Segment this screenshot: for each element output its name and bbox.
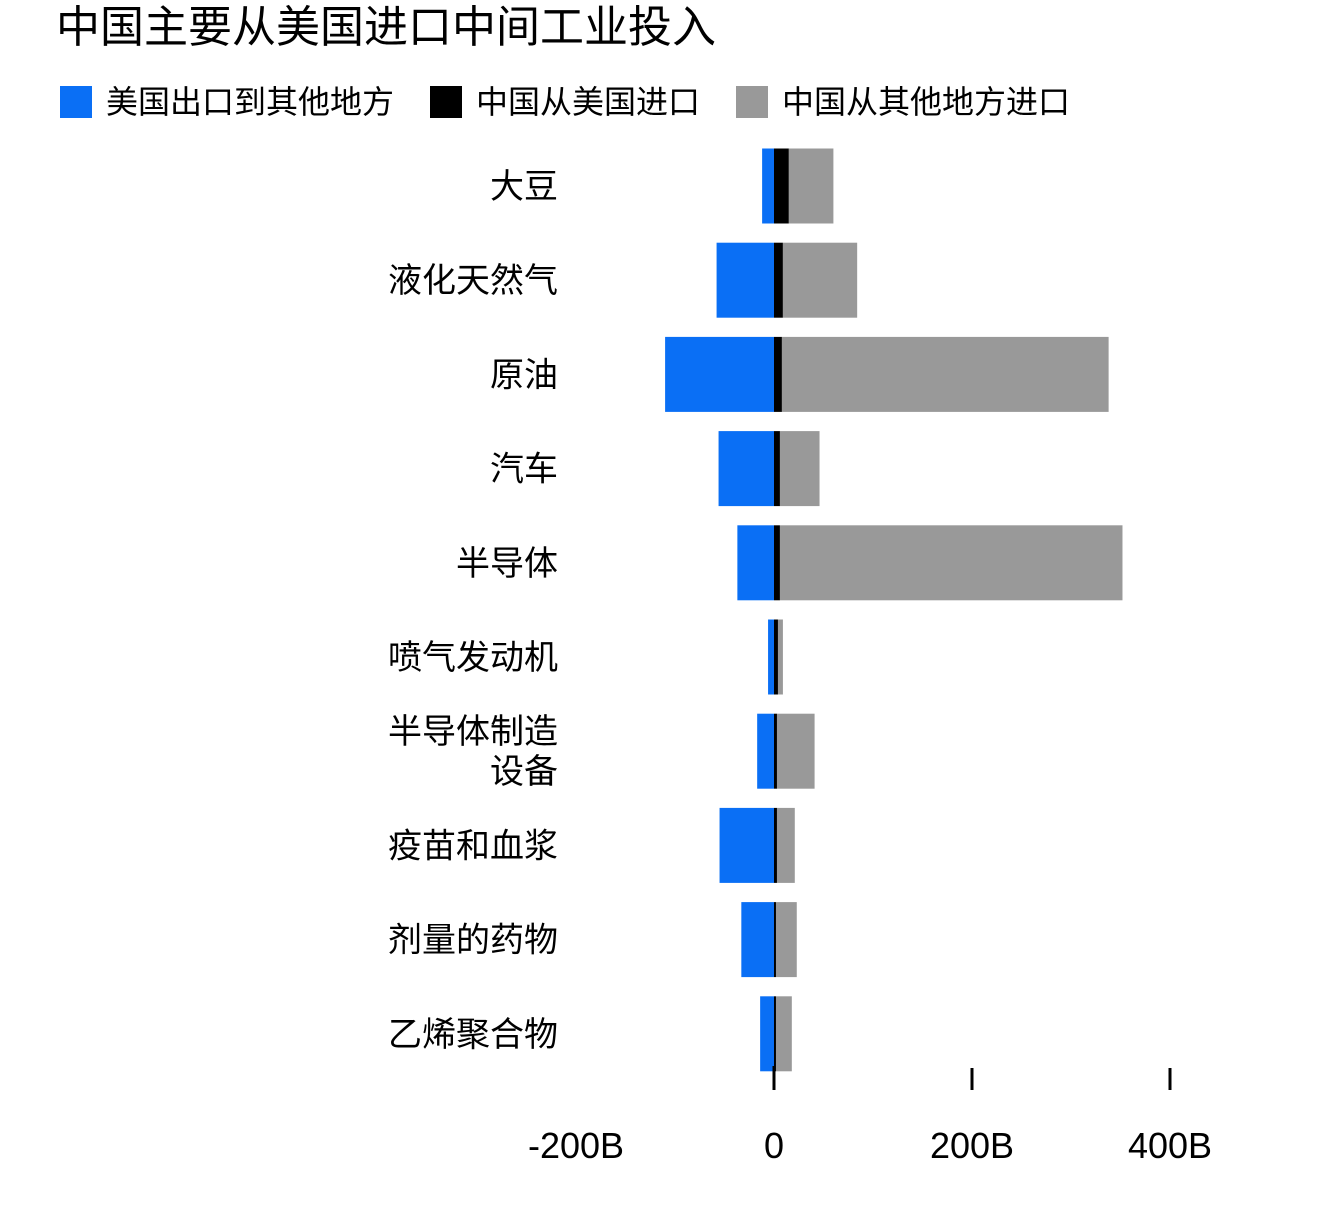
category-label-8: 剂量的药物 — [388, 921, 558, 961]
category-label-0: 大豆 — [490, 167, 558, 207]
bar-us-exports-elsewhere-7 — [719, 807, 774, 883]
category-label-line: 半导体制造 — [388, 712, 558, 752]
category-label-1: 液化天然气 — [388, 261, 558, 301]
bar-china-imports-from-us-6 — [774, 713, 777, 789]
bar-china-imports-from-us-5 — [774, 619, 778, 695]
legend-item-china-imports-elsewhere: 中国从其他地方进口 — [736, 82, 1070, 122]
category-label-line: 疫苗和血浆 — [388, 826, 558, 866]
legend-label-china-imports-from-us: 中国从美国进口 — [476, 83, 701, 121]
bar-china-imports-from-us-9 — [774, 996, 776, 1072]
x-tick-label: 200B — [930, 1125, 1014, 1166]
category-label-2: 原油 — [490, 355, 558, 395]
category-label-line: 喷气发动机 — [388, 638, 558, 678]
bar-china-imports-from-us-4 — [774, 525, 780, 601]
chart-title: 中国主要从美国进口中间工业投入 — [56, 2, 716, 53]
legend-swatch-china-imports-elsewhere — [736, 86, 769, 118]
category-label-7: 疫苗和血浆 — [388, 826, 558, 866]
x-tick-label: 400B — [1128, 1125, 1212, 1166]
legend-label-china-imports-elsewhere: 中国从其他地方进口 — [782, 83, 1071, 121]
category-label-3: 汽车 — [490, 450, 558, 490]
bar-china-imports-from-us-2 — [774, 336, 782, 412]
bar-us-exports-elsewhere-1 — [716, 242, 774, 318]
legend: 美国出口到其他地方 中国从美国进口 中国从其他地方进口 — [60, 80, 1106, 124]
bar-us-exports-elsewhere-8 — [741, 902, 774, 978]
bar-china-imports-from-us-0 — [774, 148, 789, 224]
category-label-line: 乙烯聚合物 — [388, 1015, 558, 1055]
category-label-line: 液化天然气 — [388, 261, 558, 301]
bar-china-imports-elsewhere-2 — [781, 336, 1109, 412]
bar-us-exports-elsewhere-2 — [665, 336, 774, 412]
category-label-line: 汽车 — [490, 450, 558, 490]
bar-china-imports-elsewhere-3 — [779, 431, 820, 507]
bar-china-imports-elsewhere-8 — [775, 902, 797, 978]
bar-china-imports-elsewhere-4 — [779, 525, 1123, 601]
category-label-line: 设备 — [490, 752, 558, 792]
legend-swatch-us-exports-elsewhere — [60, 86, 92, 118]
category-label-5: 喷气发动机 — [388, 638, 558, 678]
bar-us-exports-elsewhere-9 — [760, 996, 774, 1072]
bar-china-imports-elsewhere-1 — [782, 242, 858, 318]
category-label-line: 原油 — [490, 355, 558, 395]
category-label-line: 大豆 — [490, 167, 558, 207]
bar-china-imports-elsewhere-6 — [776, 713, 815, 789]
bar-us-exports-elsewhere-3 — [718, 431, 774, 507]
bar-china-imports-from-us-3 — [774, 431, 780, 507]
category-label-6: 半导体制造设备 — [388, 712, 558, 792]
category-label-9: 乙烯聚合物 — [388, 1015, 558, 1055]
legend-swatch-china-imports-from-us — [430, 86, 463, 118]
x-tick-label: 0 — [764, 1125, 784, 1166]
bar-china-imports-elsewhere-0 — [788, 148, 834, 224]
legend-item-us-exports-elsewhere: 美国出口到其他地方 — [60, 82, 394, 122]
category-label-line: 剂量的药物 — [388, 921, 558, 961]
bar-china-imports-from-us-7 — [774, 807, 777, 883]
bar-us-exports-elsewhere-4 — [737, 525, 774, 601]
bar-china-imports-from-us-8 — [774, 902, 776, 978]
bar-us-exports-elsewhere-5 — [768, 619, 774, 695]
bar-china-imports-elsewhere-9 — [775, 996, 792, 1072]
bar-china-imports-from-us-1 — [774, 242, 783, 318]
bar-china-imports-elsewhere-5 — [777, 619, 783, 695]
legend-item-china-imports-from-us: 中国从美国进口 — [430, 82, 700, 122]
category-label-line: 半导体 — [456, 544, 558, 584]
legend-label-us-exports-elsewhere: 美国出口到其他地方 — [106, 83, 395, 121]
bar-us-exports-elsewhere-6 — [757, 713, 774, 789]
category-label-4: 半导体 — [456, 544, 558, 584]
x-tick-label: -200B — [528, 1125, 624, 1166]
bar-china-imports-elsewhere-7 — [776, 807, 795, 883]
bar-us-exports-elsewhere-0 — [762, 148, 774, 224]
